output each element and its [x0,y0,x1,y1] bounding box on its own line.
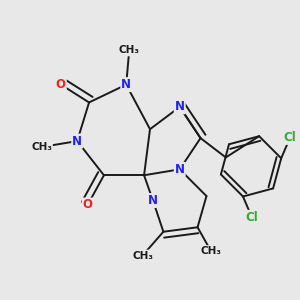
Text: CH₃: CH₃ [119,45,140,56]
Text: N: N [121,78,131,91]
Text: CH₃: CH₃ [31,142,52,152]
Text: O: O [82,199,93,212]
Text: CH₃: CH₃ [132,250,153,260]
Text: Cl: Cl [245,211,258,224]
Text: N: N [72,135,82,148]
Text: N: N [148,194,158,207]
Text: Cl: Cl [284,131,296,144]
Text: N: N [175,163,185,176]
Text: CH₃: CH₃ [200,246,221,256]
Text: N: N [175,100,185,113]
Text: O: O [56,78,66,91]
